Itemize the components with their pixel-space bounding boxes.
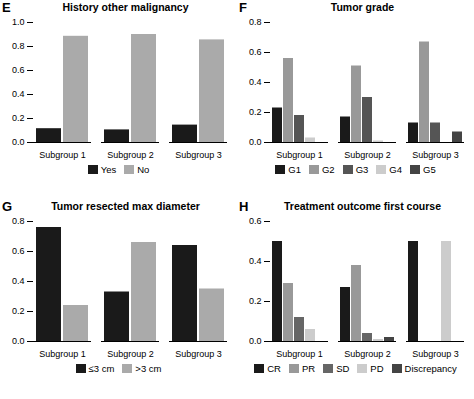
svg-text:0.2: 0.2 — [12, 306, 25, 316]
svg-text:0.4: 0.4 — [249, 77, 262, 87]
html-text:G1: G1 — [288, 164, 301, 175]
svg-text:Subgroup 2: Subgroup 2 — [107, 150, 154, 160]
svg-text:Subgroup 3: Subgroup 3 — [175, 349, 222, 359]
svg-text:0.0: 0.0 — [12, 137, 25, 147]
svg-text:Subgroup 1: Subgroup 1 — [39, 349, 86, 359]
html-text:CR: CR — [267, 363, 281, 374]
svg-text:Subgroup 3: Subgroup 3 — [412, 349, 459, 359]
html-text:Yes: Yes — [100, 164, 117, 175]
svg-text:Subgroup 2: Subgroup 2 — [344, 349, 391, 359]
svg-text:Subgroup 1: Subgroup 1 — [39, 150, 86, 160]
html-text:SD: SD — [336, 363, 350, 374]
svg-text:0.6: 0.6 — [12, 246, 25, 256]
html-text:Tumor grade: Tumor grade — [330, 1, 395, 13]
html-text:G5: G5 — [423, 164, 436, 175]
svg-text:0.2: 0.2 — [249, 107, 262, 117]
svg-text:0.4: 0.4 — [12, 89, 25, 99]
svg-text:0.2: 0.2 — [12, 113, 25, 123]
svg-text:0.6: 0.6 — [249, 216, 262, 226]
html-text:>3 cm: >3 cm — [135, 363, 162, 374]
html-text:PR: PR — [301, 363, 316, 374]
html-text:PD: PD — [370, 363, 384, 374]
svg-text:Subgroup 1: Subgroup 1 — [276, 349, 323, 359]
svg-text:0.0: 0.0 — [249, 137, 262, 147]
svg-text:0.4: 0.4 — [249, 256, 262, 266]
html-text:Discrepancy: Discrepancy — [404, 363, 457, 374]
svg-text:1.0: 1.0 — [12, 17, 25, 27]
html-text:G4: G4 — [389, 164, 402, 175]
html-text:F: F — [239, 0, 247, 15]
html-text:H: H — [239, 199, 249, 214]
svg-text:Subgroup 3: Subgroup 3 — [412, 150, 459, 160]
html-text:G3: G3 — [355, 164, 369, 175]
svg-text:0.2: 0.2 — [249, 296, 262, 306]
svg-text:0.0: 0.0 — [12, 336, 25, 346]
html-text:≤3 cm: ≤3 cm — [88, 363, 115, 374]
html-text:G: G — [2, 199, 13, 214]
svg-text:Subgroup 1: Subgroup 1 — [276, 150, 323, 160]
svg-text:0.0: 0.0 — [249, 336, 262, 346]
svg-text:Subgroup 2: Subgroup 2 — [344, 150, 391, 160]
html-text:Tumor resected max diameter: Tumor resected max diameter — [51, 200, 200, 212]
svg-text:0.8: 0.8 — [12, 216, 25, 226]
svg-text:0.6: 0.6 — [249, 47, 262, 57]
svg-text:0.4: 0.4 — [12, 276, 25, 286]
html-text:G2: G2 — [322, 164, 335, 175]
svg-text:Subgroup 3: Subgroup 3 — [175, 150, 222, 160]
svg-text:0.8: 0.8 — [249, 17, 262, 27]
svg-text:0.6: 0.6 — [12, 65, 25, 75]
html-text:Treatment outcome first course: Treatment outcome first course — [284, 200, 441, 212]
html-text:E: E — [2, 0, 11, 15]
svg-text:Subgroup 2: Subgroup 2 — [107, 349, 154, 359]
svg-text:0.8: 0.8 — [12, 41, 25, 51]
html-text:No: No — [137, 164, 150, 175]
html-text:History other malignancy: History other malignancy — [62, 1, 189, 13]
